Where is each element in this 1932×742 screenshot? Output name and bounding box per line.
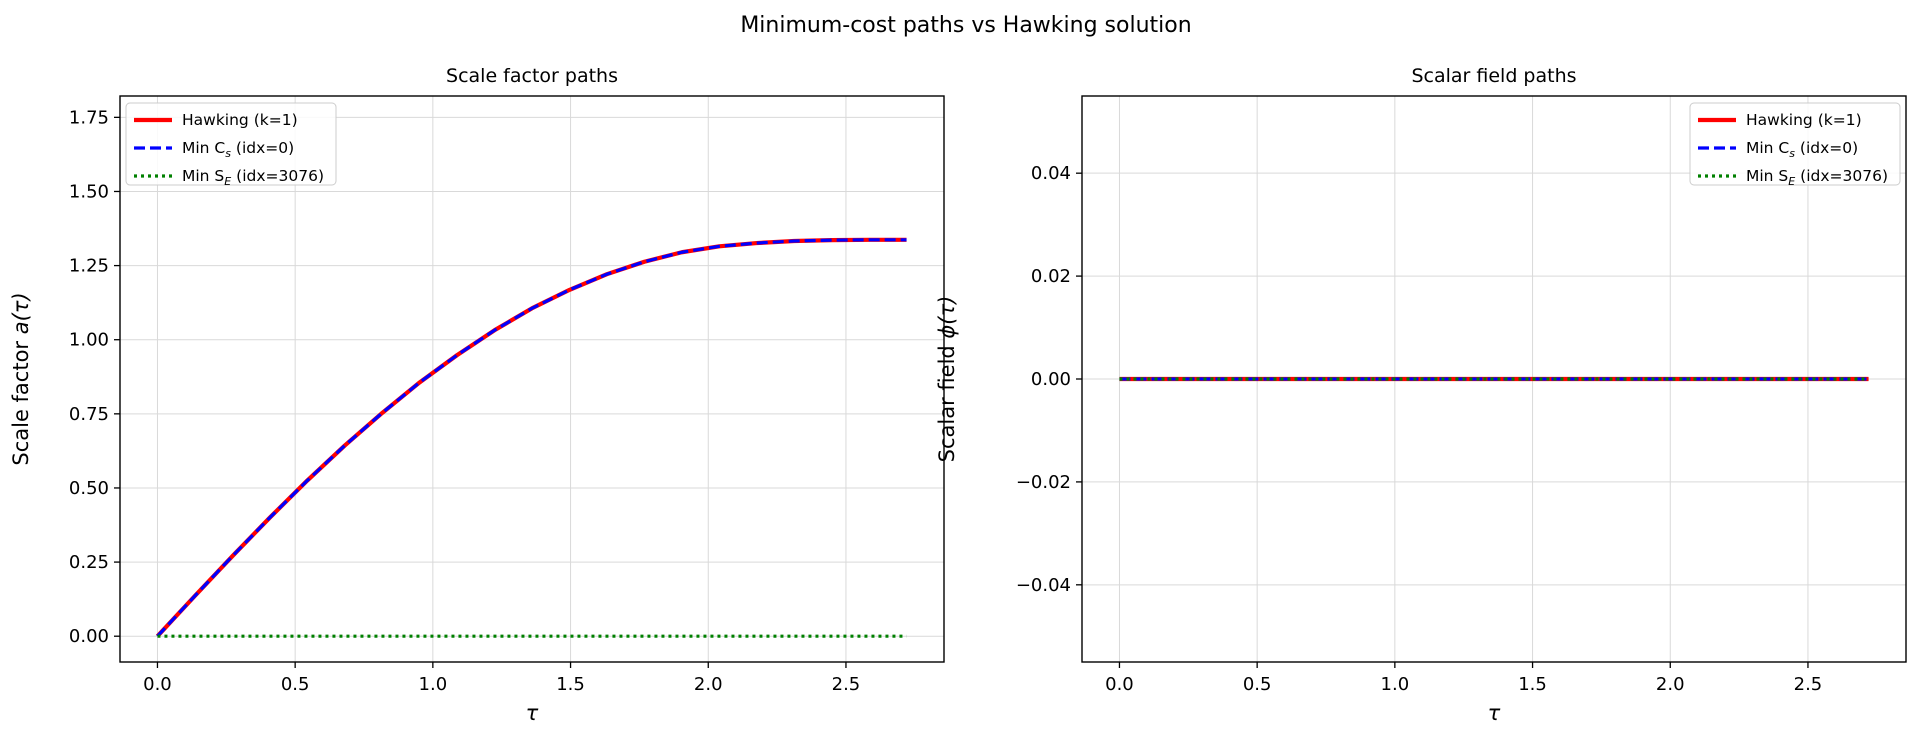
y-tick-label: 0.50 — [69, 478, 109, 499]
y-tick-label: 0.02 — [1031, 266, 1071, 287]
x-tick-label: 0.5 — [1243, 674, 1272, 695]
y-tick-label: 0.75 — [69, 404, 109, 425]
y-tick-label: 0.00 — [69, 626, 109, 647]
x-tick-label: 2.0 — [1656, 674, 1685, 695]
y-tick-label: 1.50 — [69, 181, 109, 202]
chart-title: Scalar field paths — [1411, 65, 1576, 87]
y-axis-label: Scalar field ϕ(τ) — [935, 296, 959, 463]
legend-box — [1689, 102, 1901, 186]
x-tick-label: 2.5 — [1794, 674, 1823, 695]
x-tick-label: 0.0 — [1105, 674, 1134, 695]
y-tick-label: 0.25 — [69, 552, 109, 573]
x-tick-label: 0.0 — [143, 674, 172, 695]
y-tick-label: 0.00 — [1031, 369, 1071, 390]
chart-title: Scale factor paths — [446, 65, 618, 87]
hawking-line-0 — [155, 237, 907, 638]
legend-label: Min SE (idx=3076) — [182, 167, 324, 188]
x-axis-label: τ — [526, 701, 539, 725]
y-tick-label: −0.04 — [1016, 575, 1071, 596]
x-axis-label: τ — [1488, 701, 1501, 725]
y-axis-label: Scale factor a(τ) — [9, 292, 33, 465]
x-tick-label: 1.5 — [1518, 674, 1547, 695]
y-tick-label: 0.04 — [1031, 163, 1071, 184]
axes-frame — [119, 95, 945, 663]
min-cs-line-0 — [156, 238, 907, 638]
y-tick-label: 1.25 — [69, 256, 109, 277]
legend-label: Min Cs (idx=0) — [182, 139, 294, 160]
scalar-field-chart: 0.0 0.5 1.0 1.5 2.0 2.5 −0.04 −0.02 0.00 0.02 0.04… — [935, 65, 1907, 725]
y-tick-label: −0.02 — [1016, 472, 1071, 493]
legend-label: Hawking (k=1) — [182, 111, 298, 129]
x-tick-label: 1.0 — [419, 674, 448, 695]
legend-box — [125, 102, 337, 186]
y-tick-label: 1.75 — [69, 107, 109, 128]
legend: Hawking (k=1) Min Cs (idx=0) Min SE (idx=3… — [125, 102, 337, 188]
legend-label: Min Cs (idx=0) — [1746, 139, 1858, 160]
figure-suptitle: Minimum-cost paths vs Hawking solution — [740, 13, 1191, 38]
y-tick-label: 1.00 — [69, 330, 109, 351]
x-tick-label: 1.0 — [1381, 674, 1410, 695]
x-tick-label: 2.0 — [694, 674, 723, 695]
x-tick-label: 0.5 — [281, 674, 310, 695]
legend-label: Hawking (k=1) — [1746, 111, 1862, 129]
x-tick-label: 2.5 — [832, 674, 861, 695]
legend: Hawking (k=1) Min Cs (idx=0) Min SE (idx=3… — [1689, 102, 1901, 188]
x-tick-label: 1.5 — [556, 674, 585, 695]
legend-label: Min SE (idx=3076) — [1746, 167, 1888, 188]
scale-factor-chart: 0.0 0.5 1.0 1.5 2.0 2.5 0.00 0.25 0.50 0.75 1.00 1.… — [9, 65, 945, 725]
